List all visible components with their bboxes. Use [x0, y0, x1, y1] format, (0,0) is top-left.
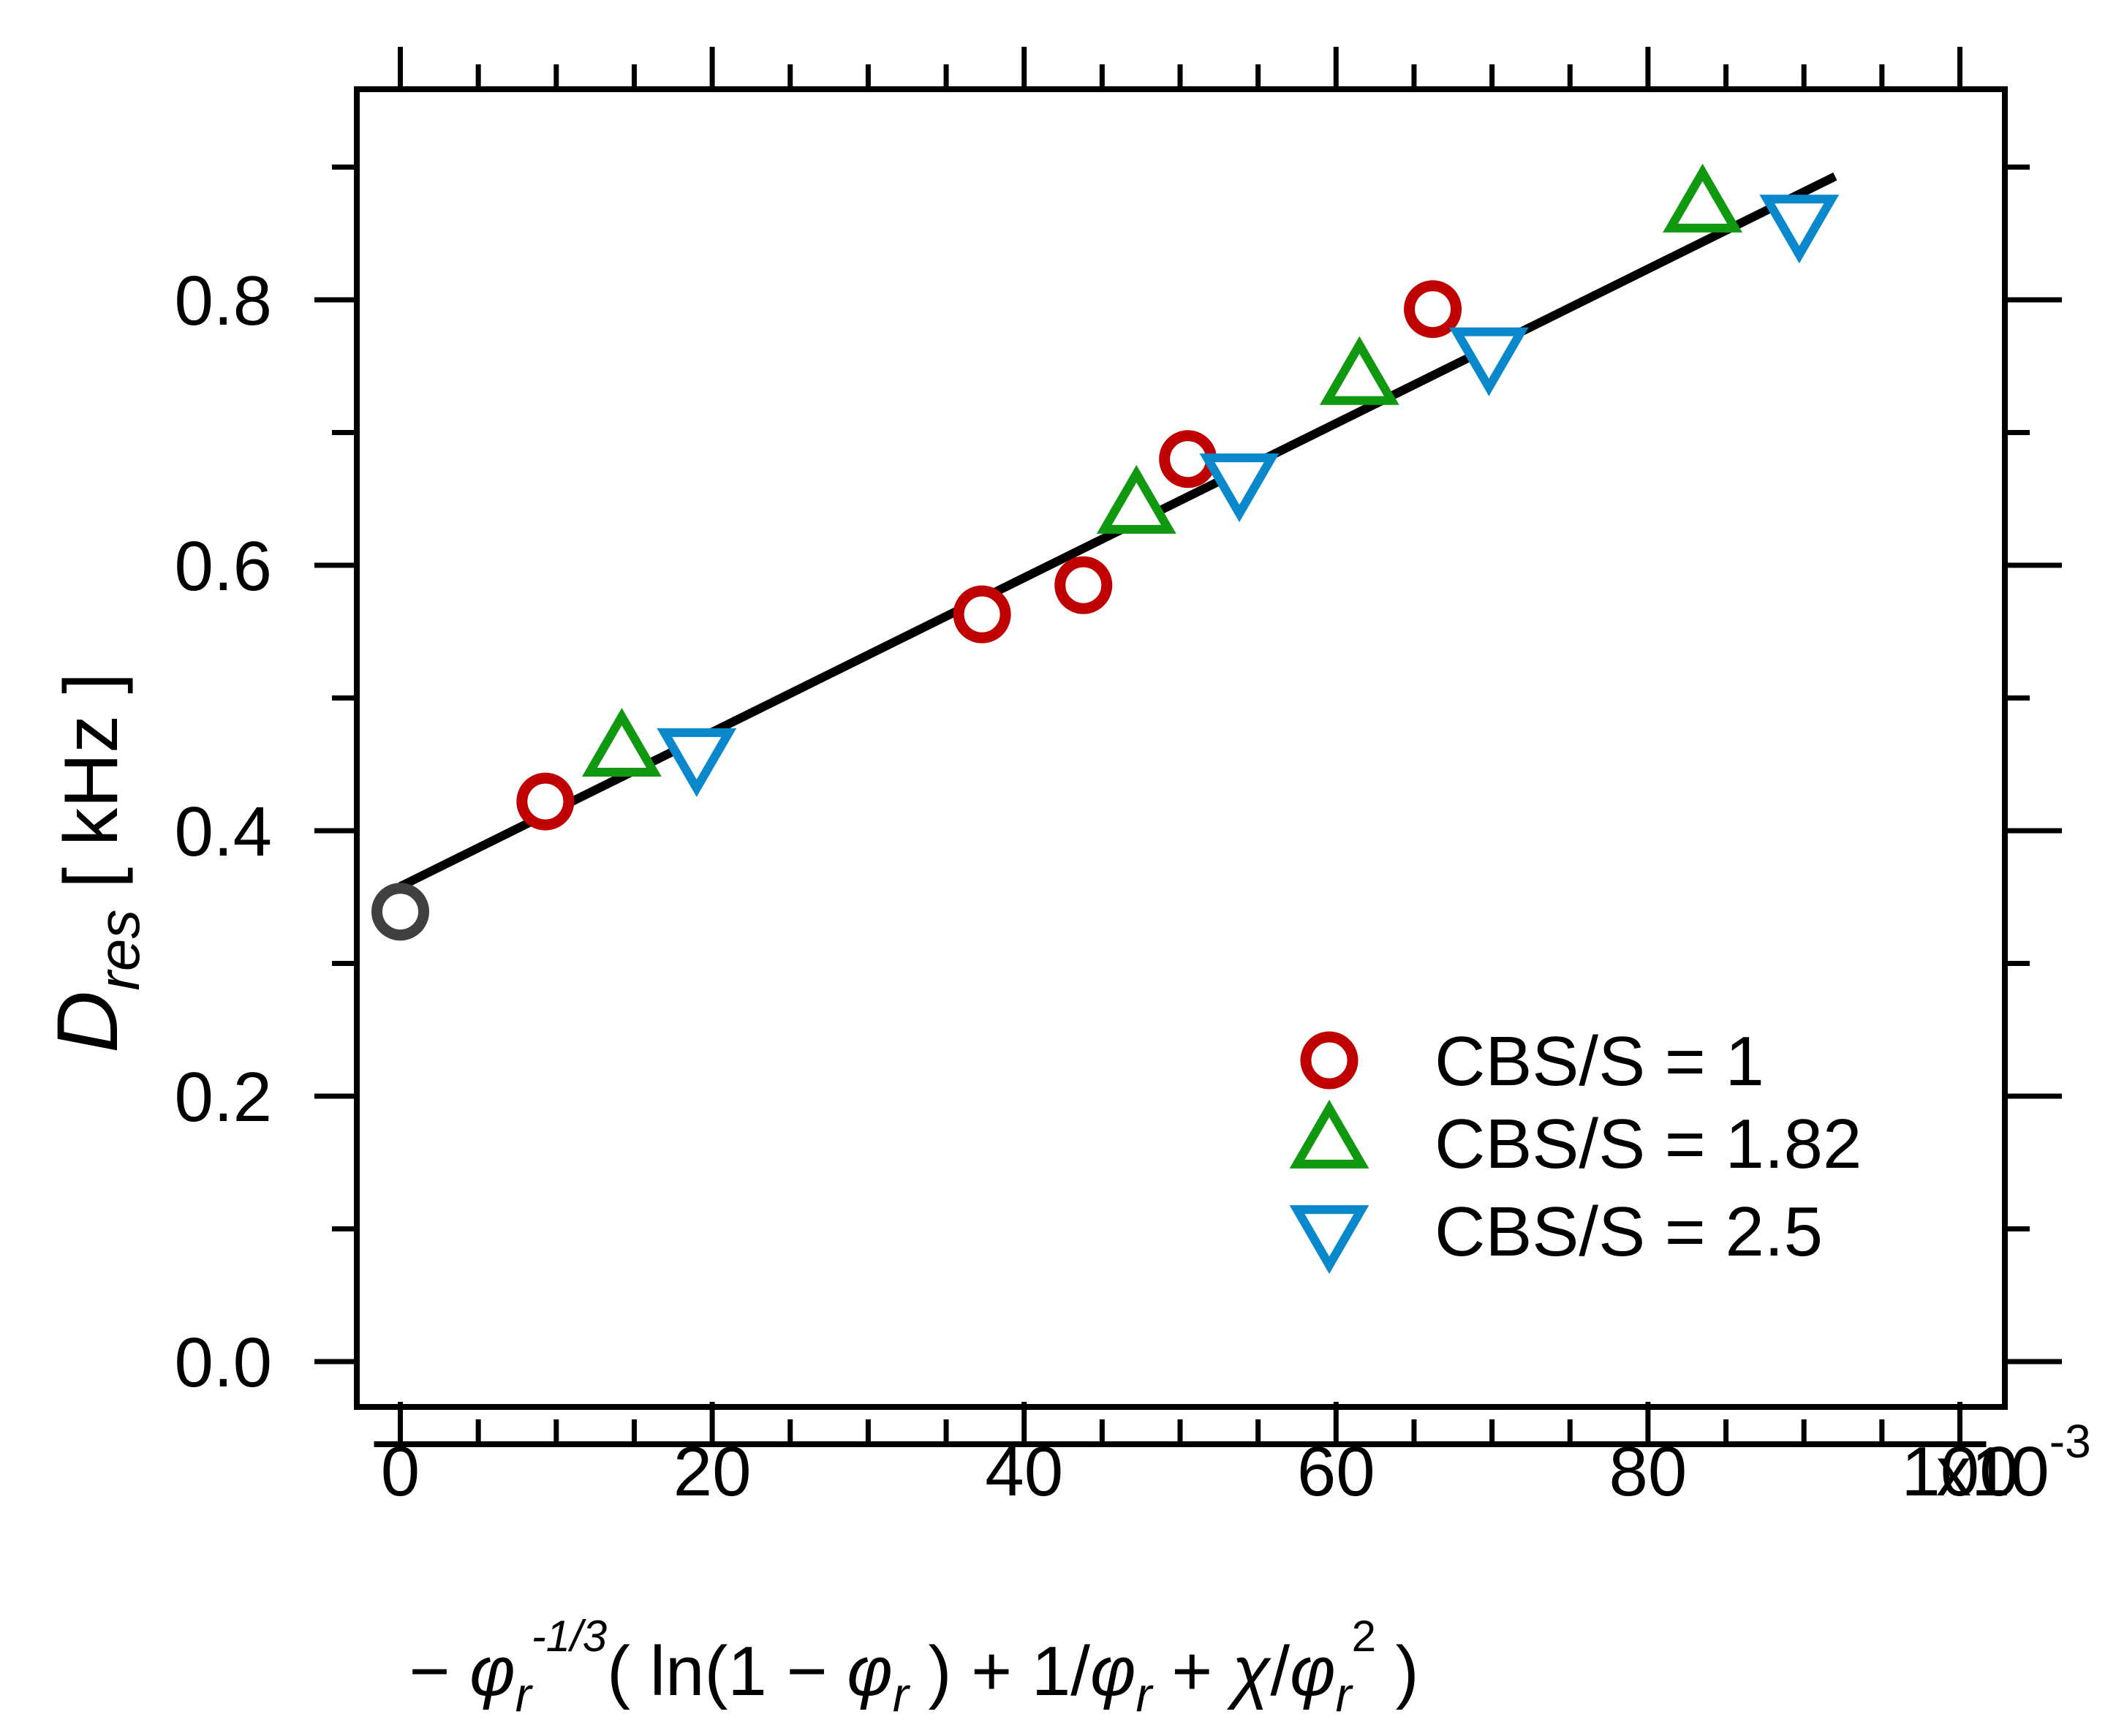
legend-label-series-1: CBS/S = 1 [1435, 1022, 1764, 1101]
x-tick-label: 60 [1297, 1433, 1375, 1511]
reference-point [371, 883, 429, 941]
x-tick-label: 0 [381, 1433, 420, 1511]
legend-marker-series-3 [1289, 1205, 1369, 1275]
data-point-series-1 [516, 772, 575, 831]
data-point-series-2 [1663, 163, 1742, 233]
data-point-series-2 [581, 708, 662, 777]
tick-layer: 0 20 40 60 80 100 0.0 0.2 0.4 0.6 0.8 [175, 47, 2062, 1511]
legend-marker-series-1 [1300, 1031, 1359, 1090]
x-tick-label: 40 [985, 1433, 1063, 1511]
y-tick-label: 0.8 [175, 262, 272, 340]
data-point-series-3 [657, 728, 737, 797]
data-point-series-3 [1759, 195, 1840, 264]
x-tick-label: 80 [1609, 1433, 1688, 1511]
y-tick-label: 0.2 [175, 1058, 272, 1136]
data-point-series-1 [1054, 556, 1113, 614]
x-axis-title: − φr-1/3( ln(1 − φr ) + 1/φr + χ/φr2 ) [409, 1612, 1418, 1721]
x-multiplier-base: x10 [1936, 1433, 2049, 1511]
point-layer [371, 163, 1840, 941]
legend-item-series-2: CBS/S = 1.82 [1289, 1099, 1862, 1183]
x-multiplier-exponent: -3 [2049, 1415, 2091, 1468]
data-point-series-2 [1319, 336, 1399, 405]
legend-item-series-1: CBS/S = 1 [1300, 1022, 1764, 1101]
data-point-series-3 [1199, 453, 1280, 523]
y-axis-title: Dres [ kHz ] [39, 673, 151, 1053]
legend-marker-series-2 [1289, 1099, 1369, 1169]
data-point-series-1 [953, 585, 1011, 644]
y-axis-subscript: res [86, 910, 151, 991]
x-axis-multiplier: x10-3 [1936, 1415, 2091, 1511]
data-point-series-2 [1096, 464, 1176, 534]
legend-label-series-2: CBS/S = 1.82 [1435, 1105, 1862, 1183]
x-tick-label: 100 [1901, 1433, 2018, 1511]
legend-item-series-3: CBS/S = 2.5 [1289, 1193, 1823, 1275]
data-point-series-3 [1448, 327, 1529, 396]
data-point-series-1 [1404, 280, 1462, 339]
y-tick-label: 0.0 [175, 1324, 272, 1402]
y-tick-label: 0.6 [175, 527, 272, 605]
legend-label-series-3: CBS/S = 2.5 [1435, 1193, 1823, 1271]
y-axis-unit: [ kHz ] [49, 673, 134, 910]
y-tick-label: 0.4 [175, 793, 272, 871]
x-tick-label: 20 [673, 1433, 752, 1511]
y-axis-symbol: D [39, 991, 136, 1053]
